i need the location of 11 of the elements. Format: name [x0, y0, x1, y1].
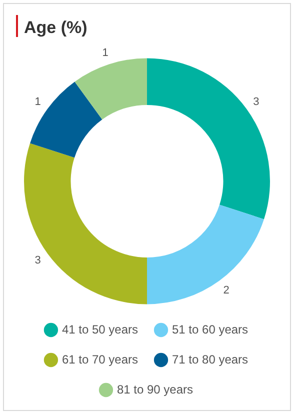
data-label: 1: [34, 96, 41, 108]
chart-title: Age (%): [24, 18, 88, 37]
legend-label: 51 to 60 years: [172, 322, 248, 336]
data-label: 1: [102, 46, 108, 59]
legend-label: 71 to 80 years: [172, 352, 248, 366]
legend-label: 61 to 70 years: [62, 352, 138, 366]
legend-label: 81 to 90 years: [116, 382, 194, 396]
data-label: 3: [253, 96, 260, 108]
data-label: 2: [223, 284, 230, 296]
legend-label: 41 to 50 years: [62, 322, 138, 336]
data-label: 3: [34, 254, 41, 267]
